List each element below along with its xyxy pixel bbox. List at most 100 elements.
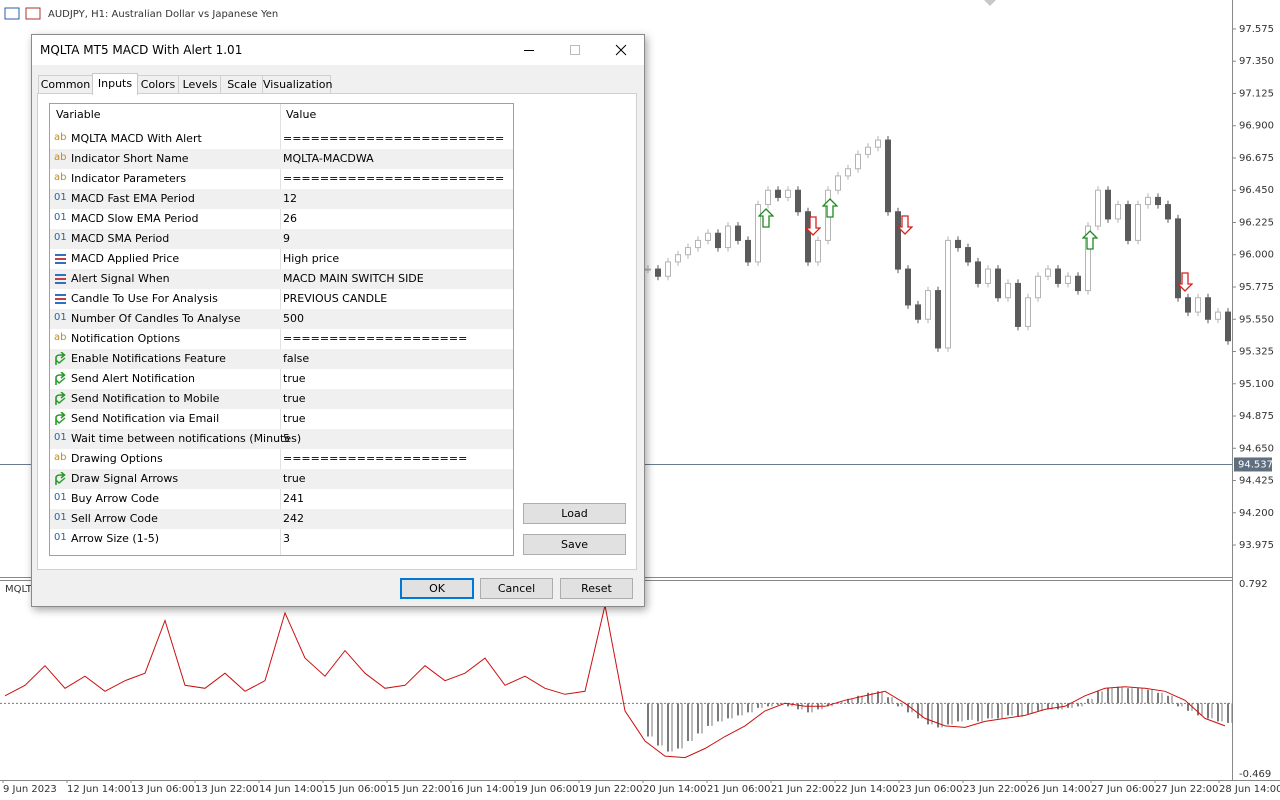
shift-marker [984,0,996,6]
candle-body [765,189,771,206]
cancel-button[interactable]: Cancel [480,578,553,599]
variable-value: true [283,472,306,485]
variable-value: MQLTA-MACDWA [283,152,374,165]
price-label: 95.325 [1239,347,1274,358]
ok-button[interactable]: OK [400,578,474,599]
variable-value: true [283,412,306,425]
variable-value: PREVIOUS CANDLE [283,292,388,305]
input-row[interactable]: 01 MACD Fast EMA Period 12 [50,189,513,209]
input-row[interactable]: Draw Signal Arrows true [50,469,513,489]
maximize-button[interactable] [552,35,598,65]
input-row[interactable]: Enable Notifications Feature false [50,349,513,369]
variable-value: false [283,352,310,365]
type-icon: 01 [54,532,67,543]
save-button[interactable]: Save [523,534,626,555]
tab[interactable]: Colors [136,75,180,94]
input-row[interactable]: ab Indicator Short Name MQLTA-MACDWA [50,149,513,169]
candle-body [805,211,811,263]
variable-value: High price [283,252,340,265]
tab[interactable]: Common [38,75,93,94]
minimize-button[interactable] [506,35,552,65]
input-row[interactable]: Send Notification via Email true [50,409,513,429]
input-row[interactable]: ab Notification Options ==================… [50,329,513,349]
candle-body [755,204,761,263]
variable-value: ======================== [283,132,505,145]
tab[interactable]: Visualization [262,75,332,94]
candle-body [795,189,801,213]
candle-body [815,239,821,263]
dialog-title: MQLTA MT5 MACD With Alert 1.01 [40,43,243,57]
price-label: 95.550 [1239,314,1274,325]
price-label: 96.450 [1239,185,1274,196]
input-row[interactable]: ab Indicator Parameters ==================… [50,169,513,189]
column-header[interactable]: Value [286,108,317,121]
candle-body [1165,204,1171,220]
input-row[interactable]: Send Alert Notification true [50,369,513,389]
variable-value: true [283,372,306,385]
variable-name: Number Of Candles To Analyse [71,312,241,325]
column-divider [280,104,281,555]
variable-name: Notification Options [71,332,181,345]
input-row[interactable]: Send Notification to Mobile true [50,389,513,409]
candle-body [1185,297,1191,313]
type-icon [55,294,66,304]
tab[interactable]: Levels [178,75,222,94]
candle-body [1045,268,1051,277]
candle-body [1015,282,1021,327]
tab[interactable]: Inputs [92,73,138,95]
type-icon: 01 [54,192,67,203]
input-row[interactable]: ab Drawing Options ==================== [50,449,513,469]
input-row[interactable]: 01 Arrow Size (1-5) 3 [50,529,513,549]
type-icon: ab [54,172,67,183]
candle-body [1095,189,1101,227]
input-row[interactable]: MACD Applied Price High price [50,249,513,269]
time-label: 15 Jun 22:00 [387,784,451,795]
variable-name: Drawing Options [71,452,163,465]
type-icon: 01 [54,492,67,503]
input-row[interactable]: 01 Wait time between notifications (Minut… [50,429,513,449]
variable-name: MACD Slow EMA Period [71,212,199,225]
time-label: 27 Jun 22:00 [1155,784,1219,795]
close-button[interactable] [598,35,644,65]
variable-name: Send Notification to Mobile [71,392,220,405]
candle-body [1115,204,1121,220]
load-button[interactable]: Load [523,503,626,524]
time-label: 19 Jun 22:00 [579,784,643,795]
time-label: 22 Jun 14:00 [835,784,899,795]
candle-body [995,268,1001,299]
input-row[interactable]: Candle To Use For Analysis PREVIOUS CANDL… [50,289,513,309]
candle-body [655,268,661,277]
variable-value: ======================== [283,172,505,185]
indicator-name: MQLT [5,584,33,595]
type-icon: ab [54,152,67,163]
input-row[interactable]: 01 MACD SMA Period 9 [50,229,513,249]
variable-value: 26 [283,212,297,225]
time-label: 19 Jun 06:00 [515,784,579,795]
candle-body [695,239,701,249]
candle-body [1215,311,1221,320]
input-row[interactable]: 01 Sell Arrow Code 242 [50,509,513,529]
candle-body [1065,275,1071,284]
column-header[interactable]: Variable [56,108,101,121]
current-price-tag [1234,457,1272,472]
input-row[interactable]: ab MQLTA MACD With Alert =================… [50,129,513,149]
candle-body [935,290,941,349]
reset-button[interactable]: Reset [560,578,633,599]
candle-body [905,268,911,306]
candle-body [775,189,781,198]
type-icon [55,392,66,405]
input-row[interactable]: Alert Signal When MACD MAIN SWITCH SIDE [50,269,513,289]
time-label: 27 Jun 06:00 [1091,784,1155,795]
input-row[interactable]: 01 Number Of Candles To Analyse 500 [50,309,513,329]
candle-body [835,175,841,191]
time-label: 26 Jun 14:00 [1027,784,1091,795]
current-price-label: 94.537 [1238,459,1273,470]
candle-body [725,225,731,249]
input-row[interactable]: 01 MACD Slow EMA Period 26 [50,209,513,229]
input-row[interactable]: 01 Buy Arrow Code 241 [50,489,513,509]
chart-icon [4,7,20,20]
candle-body [1195,297,1201,313]
tab[interactable]: Scale [220,75,264,94]
candle-body [1085,225,1091,292]
time-label: 20 Jun 14:00 [643,784,707,795]
